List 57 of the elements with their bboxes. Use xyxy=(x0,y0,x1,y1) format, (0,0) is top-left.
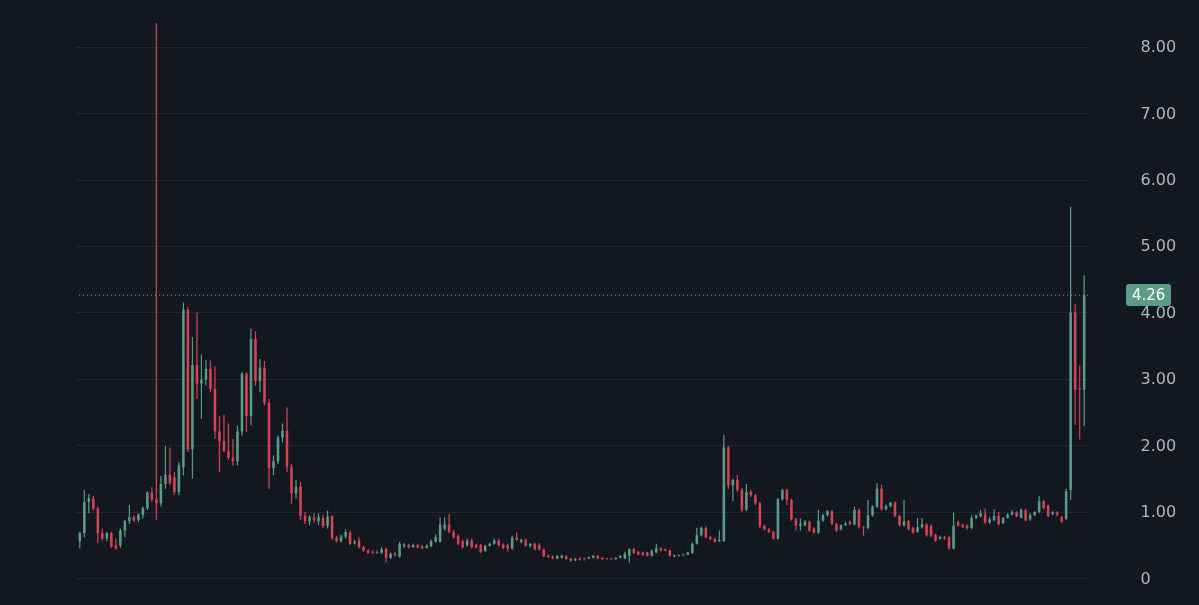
candlestick xyxy=(745,483,748,512)
candlestick xyxy=(155,22,158,521)
candlestick xyxy=(335,535,338,544)
candlestick xyxy=(245,371,248,433)
candlestick xyxy=(889,501,892,508)
candlestick xyxy=(844,521,847,527)
candlestick xyxy=(916,517,919,534)
y-tick-label: 6.00 xyxy=(1140,170,1177,190)
candlestick xyxy=(227,422,230,461)
candlestick xyxy=(218,415,221,473)
y-tick-label: 7.00 xyxy=(1140,103,1177,123)
y-tick-label: 5.00 xyxy=(1140,236,1177,256)
candlestick xyxy=(362,545,365,553)
candlestick xyxy=(353,539,356,546)
candlestick xyxy=(871,504,874,518)
candlestick xyxy=(808,519,811,533)
y-tick-label: 0 xyxy=(1140,568,1151,588)
candlestick xyxy=(925,522,928,538)
candlestick xyxy=(308,514,311,526)
candlestick xyxy=(943,535,946,541)
candlestick xyxy=(326,509,329,530)
candlestick xyxy=(799,517,802,532)
candlestick xyxy=(200,353,203,420)
candlestick xyxy=(263,360,266,407)
candlestick xyxy=(907,519,910,532)
y-tick-label: 1.00 xyxy=(1140,502,1177,522)
candlestick xyxy=(817,509,820,535)
candlestick xyxy=(146,490,149,511)
candlestick xyxy=(281,422,284,443)
candlestick xyxy=(299,481,302,521)
candlestick xyxy=(898,513,901,528)
candlestick xyxy=(835,521,838,533)
y-tick-label: 8.00 xyxy=(1140,37,1177,57)
candlestick xyxy=(1078,365,1081,441)
candlestick xyxy=(128,504,131,525)
candlestick xyxy=(380,546,383,555)
candlestick xyxy=(853,506,856,526)
candlestick xyxy=(862,525,865,537)
candlestick xyxy=(254,330,257,387)
candlestick xyxy=(164,445,167,490)
candlestick xyxy=(961,523,964,529)
candlestick xyxy=(209,359,212,393)
candlestick xyxy=(290,463,293,505)
y-tick-label: 2.00 xyxy=(1140,435,1177,455)
y-tick-label: 3.00 xyxy=(1140,369,1177,389)
candlestick xyxy=(272,454,275,476)
candlestick xyxy=(317,512,320,526)
candlestick xyxy=(344,528,347,540)
candlestick xyxy=(790,498,793,522)
candlestick xyxy=(236,424,239,466)
candlestick xyxy=(826,509,829,518)
ref-line-label: 4.26 xyxy=(1126,284,1172,307)
candlestick xyxy=(934,533,937,543)
candlestick xyxy=(173,471,176,496)
candlestick xyxy=(952,511,955,550)
candlestick xyxy=(119,527,122,549)
candlestick xyxy=(880,484,883,512)
